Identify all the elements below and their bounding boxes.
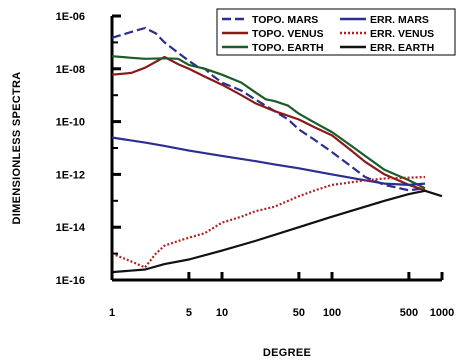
series-line-topo-earth	[111, 55, 426, 190]
legend-label: ERR. MARS	[370, 14, 429, 26]
legend-label: ERR. VENUS	[370, 28, 434, 40]
x-tick-label: 50	[293, 307, 305, 319]
series-line-err-mars	[111, 136, 426, 186]
x-tick-label: 100	[323, 307, 341, 319]
legend-label: TOPO. VENUS	[252, 28, 324, 40]
x-tick-label: 10	[216, 307, 228, 319]
y-tick-label: 1E-16	[56, 275, 85, 287]
x-axis-title: DEGREE	[263, 347, 311, 359]
y-tick-label: 1E-06	[56, 11, 85, 23]
axis-layer: 1E-06 1E-08 1E-10 1E-12 1E-14 1E-16 1 5 10 50 100 5…	[56, 11, 455, 319]
y-tick-label: 1E-12	[56, 169, 85, 181]
y-tick-label: 1E-14	[56, 222, 86, 234]
legend-box	[216, 8, 456, 56]
series-line-topo-venus	[111, 55, 426, 192]
plot-frame	[110, 16, 442, 282]
legend-label: ERR. EARTH	[370, 42, 434, 54]
legend: TOPO. MARS TOPO. VENUS TOPO. EARTH ERR. MAR…	[216, 8, 456, 56]
y-tick-label: 1E-10	[56, 117, 85, 129]
x-tick-label: 5	[186, 307, 192, 319]
series-layer	[111, 26, 443, 274]
series-line-topo-mars	[111, 26, 426, 192]
y-axis-title: DIMENSIONLESS SPECTRA	[11, 72, 23, 225]
legend-label: TOPO. EARTH	[252, 42, 324, 54]
series-line-err-earth	[111, 189, 443, 274]
y-tick-label: 1E-08	[56, 64, 85, 76]
legend-label: TOPO. MARS	[252, 14, 318, 26]
series-line-err-venus	[111, 175, 426, 269]
x-tick-label: 1000	[430, 307, 454, 319]
x-tick-label: 500	[400, 307, 418, 319]
x-tick-label: 1	[109, 307, 115, 319]
